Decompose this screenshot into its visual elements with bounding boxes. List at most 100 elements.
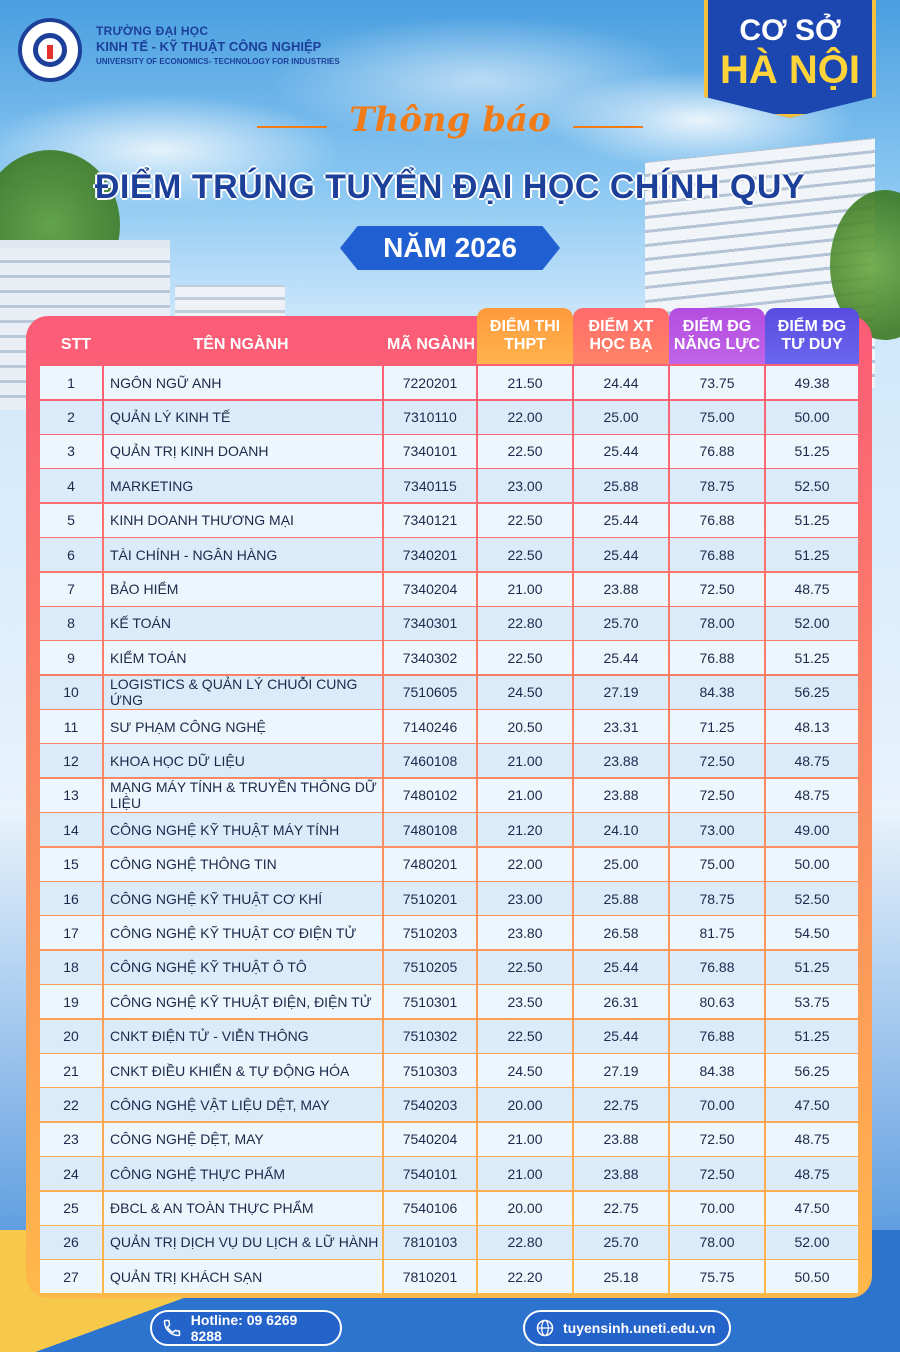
cell-score-nangluc: 80.63 <box>670 985 764 1019</box>
cell-score-thpt: 22.00 <box>478 400 572 434</box>
cell-score-thpt: 22.80 <box>478 1225 572 1259</box>
cell-program-name: MARKETING <box>104 469 382 503</box>
cell-program-code: 7510605 <box>384 675 476 709</box>
campus-badge-line2: HÀ NỘI <box>720 48 860 92</box>
cell-score-thpt: 20.00 <box>478 1088 572 1122</box>
cell-score-nangluc: 72.50 <box>670 778 764 812</box>
website-text: tuyensinh.uneti.edu.vn <box>563 1320 716 1336</box>
cell-stt: 18 <box>40 950 102 984</box>
cell-score-tuduy: 47.50 <box>766 1088 858 1122</box>
cell-score-nangluc: 73.00 <box>670 813 764 847</box>
cell-score-nangluc: 78.75 <box>670 469 764 503</box>
cell-score-hocba: 26.58 <box>574 916 668 950</box>
cell-stt: 17 <box>40 916 102 950</box>
cell-score-tuduy: 48.75 <box>766 1122 858 1156</box>
university-name-line1: TRƯỜNG ĐẠI HỌC <box>96 24 209 38</box>
table-row: 26 QUẢN TRỊ DỊCH VỤ DU LỊCH & LỮ HÀNH 7810… <box>40 1225 858 1260</box>
cell-stt: 8 <box>40 606 102 640</box>
cell-score-tuduy: 48.13 <box>766 710 858 744</box>
cell-score-thpt: 24.50 <box>478 1054 572 1087</box>
cell-score-thpt: 22.50 <box>478 503 572 537</box>
cell-stt: 12 <box>40 744 102 778</box>
cell-score-tuduy: 49.00 <box>766 813 858 847</box>
cell-program-name: LOGISTICS & QUẢN LÝ CHUỖI CUNG ỨNG <box>104 675 382 709</box>
cell-score-nangluc: 75.00 <box>670 847 764 881</box>
cell-stt: 21 <box>40 1054 102 1087</box>
cell-program-code: 7340204 <box>384 572 476 606</box>
cell-score-tuduy: 52.50 <box>766 469 858 503</box>
cell-program-code: 7810201 <box>384 1260 476 1294</box>
table-row: 6 TÀI CHÍNH - NGÂN HÀNG 7340201 22.50 25.44 7… <box>40 538 858 572</box>
table-row: 14 CÔNG NGHỆ KỸ THUẬT MÁY TÍNH 7480108 21.2… <box>40 813 858 847</box>
cell-score-tuduy: 51.25 <box>766 538 858 572</box>
cell-stt: 6 <box>40 538 102 572</box>
cell-score-nangluc: 76.88 <box>670 434 764 468</box>
cell-stt: 11 <box>40 710 102 744</box>
table-row: 20 CNKT ĐIỆN TỬ - VIỄN THÔNG 7510302 22.50 2… <box>40 1019 858 1053</box>
cell-score-hocba: 22.75 <box>574 1088 668 1122</box>
cell-score-nangluc: 72.50 <box>670 744 764 778</box>
table-row: 18 CÔNG NGHỆ KỸ THUẬT Ô TÔ 7510205 22.50 25.… <box>40 950 858 985</box>
notice-heading: Thông báo <box>0 100 900 140</box>
cell-score-nangluc: 78.75 <box>670 882 764 916</box>
cell-score-thpt: 22.50 <box>478 434 572 468</box>
cell-score-tuduy: 54.50 <box>766 916 858 950</box>
cell-score-tuduy: 50.00 <box>766 400 858 434</box>
table-row: 7 BẢO HIỂM 7340204 21.00 23.88 72.50 48.75 <box>40 572 858 606</box>
cell-program-code: 7510205 <box>384 950 476 984</box>
cell-program-name: KINH DOANH THƯƠNG MẠI <box>104 503 382 537</box>
cell-score-hocba: 23.88 <box>574 1122 668 1156</box>
cell-score-nangluc: 84.38 <box>670 675 764 709</box>
cell-stt: 2 <box>40 400 102 434</box>
cell-score-tuduy: 52.50 <box>766 882 858 916</box>
hotline-button[interactable]: Hotline: 09 6269 8288 <box>150 1310 342 1346</box>
hotline-text: Hotline: 09 6269 8288 <box>190 1312 298 1344</box>
cell-score-nangluc: 71.25 <box>670 710 764 744</box>
website-link[interactable]: tuyensinh.uneti.edu.vn <box>523 1310 731 1346</box>
cell-score-nangluc: 76.88 <box>670 1019 764 1053</box>
cell-score-tuduy: 48.75 <box>766 744 858 778</box>
cell-score-nangluc: 84.38 <box>670 1054 764 1087</box>
cell-score-thpt: 23.80 <box>478 916 572 950</box>
cell-program-code: 7340121 <box>384 503 476 537</box>
table-row: 10 LOGISTICS & QUẢN LÝ CHUỖI CUNG ỨNG 7510… <box>40 675 858 710</box>
cell-program-name: CÔNG NGHỆ KỸ THUẬT Ô TÔ <box>104 950 382 984</box>
cell-score-hocba: 25.88 <box>574 469 668 503</box>
divider <box>573 125 644 128</box>
cell-score-thpt: 22.50 <box>478 538 572 572</box>
cell-score-thpt: 21.00 <box>478 1157 572 1191</box>
table-row: 25 ĐBCL & AN TOÀN THỰC PHẨM 7540106 20.00 22… <box>40 1191 858 1225</box>
cell-score-nangluc: 72.50 <box>670 1157 764 1191</box>
cell-score-tuduy: 47.50 <box>766 1191 858 1225</box>
cell-program-code: 7340101 <box>384 434 476 468</box>
cell-program-name: QUẢN TRỊ KHÁCH SẠN <box>104 1260 382 1294</box>
cell-stt: 25 <box>40 1191 102 1225</box>
cell-score-nangluc: 76.88 <box>670 950 764 984</box>
cell-stt: 13 <box>40 778 102 812</box>
cell-score-hocba: 25.00 <box>574 847 668 881</box>
cell-program-code: 7340201 <box>384 538 476 572</box>
cell-score-hocba: 25.00 <box>574 400 668 434</box>
cell-program-code: 7540203 <box>384 1088 476 1122</box>
table-row: 2 QUẢN LÝ KINH TẾ 7310110 22.00 25.00 75.00 50… <box>40 400 858 434</box>
column-header-nangluc: ĐIỂM ĐG NĂNG LỰC <box>669 308 765 364</box>
table-row: 3 QUẢN TRỊ KINH DOANH 7340101 22.50 25.44 76.… <box>40 434 858 469</box>
cell-program-name: CÔNG NGHỆ VẬT LIỆU DỆT, MAY <box>104 1088 382 1122</box>
cell-score-hocba: 25.44 <box>574 1019 668 1053</box>
page-title: ĐIỂM TRÚNG TUYỂN ĐẠI HỌC CHÍNH QUY <box>94 168 806 206</box>
cell-program-code: 7540106 <box>384 1191 476 1225</box>
cell-program-code: 7510302 <box>384 1019 476 1053</box>
cell-program-name: KẾ TOÁN <box>104 606 382 640</box>
cell-score-tuduy: 53.75 <box>766 985 858 1019</box>
table-body: 1 NGÔN NGỮ ANH 7220201 21.50 24.44 73.75 49.38… <box>40 366 858 1295</box>
table-row: 1 NGÔN NGỮ ANH 7220201 21.50 24.44 73.75 49.38 <box>40 366 858 400</box>
cell-program-name: CÔNG NGHỆ DỆT, MAY <box>104 1122 382 1156</box>
table-row: 21 CNKT ĐIỀU KHIỂN & TỰ ĐỘNG HÓA 7510303 24… <box>40 1054 858 1088</box>
cell-score-nangluc: 76.88 <box>670 503 764 537</box>
cell-stt: 7 <box>40 572 102 606</box>
cell-score-hocba: 25.44 <box>574 641 668 675</box>
university-name: TRƯỜNG ĐẠI HỌC KINH TẾ - KỸ THUẬT CÔNG N… <box>96 24 340 66</box>
column-header-hocba: ĐIỂM XT HỌC BẠ <box>573 308 669 364</box>
cell-stt: 20 <box>40 1019 102 1053</box>
divider <box>256 125 327 128</box>
